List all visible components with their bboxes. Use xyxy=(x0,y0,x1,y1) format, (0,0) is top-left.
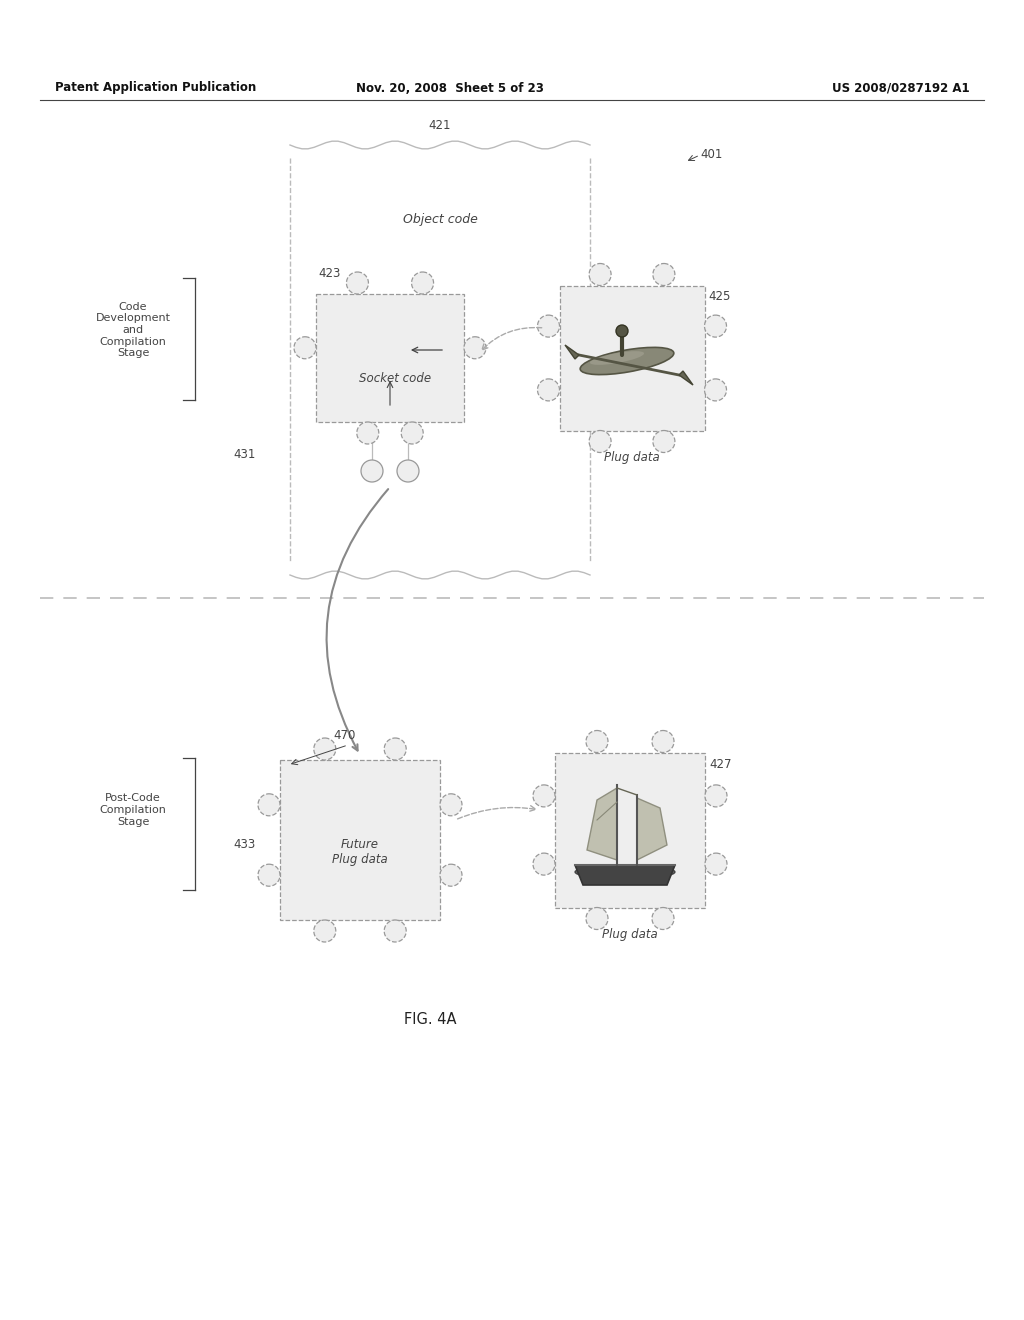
Bar xyxy=(559,285,705,430)
Text: Socket code: Socket code xyxy=(359,371,431,384)
Polygon shape xyxy=(587,788,617,861)
Text: 421: 421 xyxy=(429,119,452,132)
Circle shape xyxy=(586,730,608,752)
Text: 401: 401 xyxy=(700,149,722,161)
Circle shape xyxy=(440,793,462,816)
Ellipse shape xyxy=(575,865,675,879)
Circle shape xyxy=(384,920,407,942)
Text: Plug data: Plug data xyxy=(604,451,659,465)
Text: 431: 431 xyxy=(233,449,255,462)
Ellipse shape xyxy=(581,347,674,375)
Circle shape xyxy=(361,459,383,482)
Polygon shape xyxy=(565,345,579,359)
Text: Post-Code
Compilation
Stage: Post-Code Compilation Stage xyxy=(99,793,167,826)
Circle shape xyxy=(440,865,462,886)
Polygon shape xyxy=(679,371,693,385)
Circle shape xyxy=(356,422,379,444)
Polygon shape xyxy=(575,865,675,884)
Text: Future
Plug data: Future Plug data xyxy=(332,838,388,866)
Circle shape xyxy=(652,908,674,929)
Circle shape xyxy=(652,730,674,752)
Text: 425: 425 xyxy=(709,290,731,304)
Circle shape xyxy=(346,272,369,294)
Bar xyxy=(555,752,705,908)
Circle shape xyxy=(705,315,726,337)
Text: US 2008/0287192 A1: US 2008/0287192 A1 xyxy=(833,82,970,95)
Polygon shape xyxy=(637,799,667,861)
Circle shape xyxy=(586,908,608,929)
Text: 423: 423 xyxy=(318,267,340,280)
Circle shape xyxy=(538,315,559,337)
Circle shape xyxy=(384,738,407,760)
Text: Code
Development
and
Compilation
Stage: Code Development and Compilation Stage xyxy=(95,302,171,358)
Circle shape xyxy=(538,379,559,401)
Circle shape xyxy=(534,853,555,875)
Text: Object code: Object code xyxy=(402,214,477,227)
Circle shape xyxy=(653,430,675,453)
Circle shape xyxy=(705,853,727,875)
Circle shape xyxy=(589,264,611,285)
Circle shape xyxy=(313,920,336,942)
Circle shape xyxy=(589,430,611,453)
Text: Nov. 20, 2008  Sheet 5 of 23: Nov. 20, 2008 Sheet 5 of 23 xyxy=(356,82,544,95)
Circle shape xyxy=(616,325,628,337)
Circle shape xyxy=(534,785,555,807)
Bar xyxy=(280,760,440,920)
Circle shape xyxy=(705,379,726,401)
Bar xyxy=(316,294,464,422)
Circle shape xyxy=(653,264,675,285)
Circle shape xyxy=(397,459,419,482)
Circle shape xyxy=(313,738,336,760)
Text: 427: 427 xyxy=(709,758,731,771)
Text: Patent Application Publication: Patent Application Publication xyxy=(55,82,256,95)
Circle shape xyxy=(258,793,280,816)
Circle shape xyxy=(412,272,433,294)
Circle shape xyxy=(401,422,423,444)
Circle shape xyxy=(705,785,727,807)
Text: 433: 433 xyxy=(233,838,255,851)
Text: 470: 470 xyxy=(334,729,356,742)
Ellipse shape xyxy=(590,351,644,364)
Text: FIG. 4A: FIG. 4A xyxy=(403,1012,457,1027)
Circle shape xyxy=(294,337,316,359)
Circle shape xyxy=(464,337,486,359)
Circle shape xyxy=(258,865,280,886)
Text: Plug data: Plug data xyxy=(602,928,657,941)
